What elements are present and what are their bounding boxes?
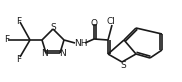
- Text: F: F: [16, 55, 21, 63]
- Text: F: F: [4, 36, 10, 45]
- Text: Cl: Cl: [107, 17, 115, 26]
- Text: NH: NH: [74, 39, 88, 47]
- Text: S: S: [120, 61, 126, 70]
- Text: N: N: [59, 50, 65, 58]
- Text: N: N: [41, 50, 47, 58]
- Text: S: S: [50, 24, 56, 32]
- Text: O: O: [90, 19, 98, 27]
- Text: F: F: [16, 16, 21, 26]
